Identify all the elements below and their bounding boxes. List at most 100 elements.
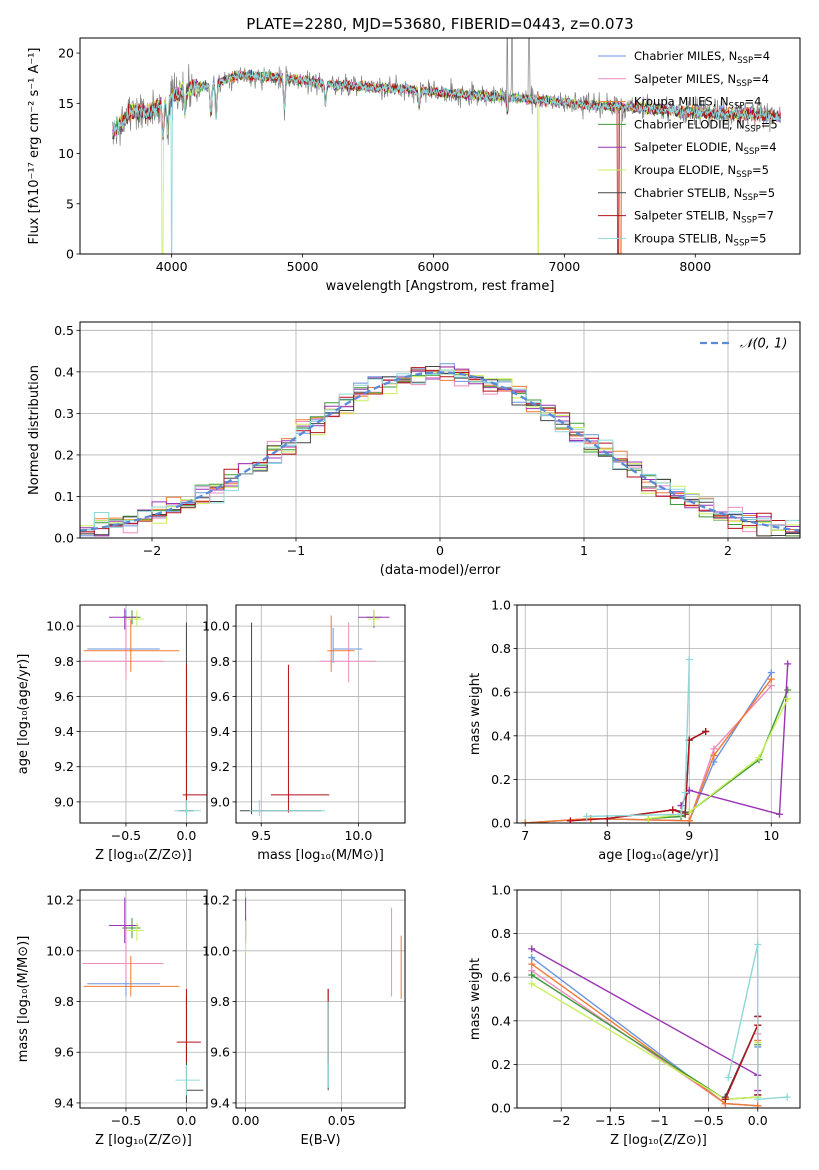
x-tick-label: 8000 <box>679 259 711 274</box>
errorbar-point <box>109 608 139 630</box>
model-spectrum-kroupa-stelib <box>112 69 781 254</box>
weight-marker <box>783 1093 791 1101</box>
mass-vs-Z-grid <box>80 890 207 1108</box>
y-tick-label: 9.4 <box>210 724 230 739</box>
x-tick-label: −0.5 <box>111 1113 141 1128</box>
weight-line-salpeter-miles <box>531 970 759 1107</box>
weight-marker <box>775 810 783 818</box>
y-tick-label: 9.6 <box>210 1045 230 1060</box>
weight-line-chabrier-stelib <box>607 730 707 820</box>
spectrum-ylabel: Flux [fλ10⁻¹⁷ erg cm⁻² s⁻¹ A⁻¹] <box>27 48 42 245</box>
age-vs-mass-panel: 9.5 10.0 9.0 9.2 9.4 9.6 9.8 10.0 mass [log₁₀(M/… <box>202 604 406 863</box>
y-tick-label: 0.1 <box>54 489 74 504</box>
errorbar-point <box>82 925 164 982</box>
mass-vs-ebv-panel: 0.00 0.05 9.4 9.6 9.8 10.0 10.2 E(B-V) <box>202 889 406 1148</box>
legend-entry: Salpeter STELIB, NSSP=7 <box>598 209 774 226</box>
y-tick-label: 10.2 <box>46 893 74 908</box>
weight-marker <box>528 954 536 962</box>
x-tick-label: 0.0 <box>176 1113 196 1128</box>
legend-entry: Chabrier STELIB, NSSP=5 <box>598 186 775 203</box>
weight-marker <box>710 751 718 759</box>
age-vs-Z-grid <box>80 605 207 823</box>
histogram-kroupa-stelib <box>80 369 800 538</box>
x-tick-label: 2 <box>724 543 732 558</box>
x-tick-label: 0 <box>436 543 444 558</box>
weight-marker <box>528 945 536 953</box>
weight-marker <box>754 941 762 948</box>
weight-vs-age-frame <box>516 604 801 824</box>
y-tick-label: 9.2 <box>210 759 230 774</box>
weight-marker <box>721 1095 729 1103</box>
weight-marker <box>784 695 792 703</box>
weight-marker <box>669 806 677 814</box>
residuals-xlabel: (data-model)/error <box>380 563 501 578</box>
legend-entry: Chabrier MILES, NSSP=4 <box>598 49 770 66</box>
weight-marker <box>566 817 574 823</box>
legend-label: Chabrier MILES, NSSP=4 <box>634 49 770 66</box>
y-tick-label: 9.0 <box>210 794 230 809</box>
weight-line-chabrier-elodie <box>648 689 789 820</box>
legend-label: 𝒩(0, 1) <box>740 337 787 352</box>
y-tick-label: 9.6 <box>54 1045 74 1060</box>
x-tick-label: 0.00 <box>232 1113 260 1128</box>
errorbar-point <box>83 955 180 997</box>
errorbar-point <box>87 610 160 672</box>
x-tick-label: 1 <box>580 543 588 558</box>
weight-marker <box>644 815 652 823</box>
x-tick-label: 10 <box>763 828 779 843</box>
legend-entry: Kroupa ELODIE, NSSP=5 <box>598 163 769 180</box>
errorbar-point <box>368 610 380 627</box>
mass-vs-Z-frame <box>79 889 208 1109</box>
weight-line-salpeter-elodie <box>680 663 789 816</box>
errorbar-point <box>174 800 201 816</box>
y-tick-label: 0.4 <box>491 1013 511 1028</box>
weight-vs-Z-xlabel: Z [log₁₀(Z/Z⊙)] <box>610 1133 707 1148</box>
errorbar-point <box>185 993 204 1103</box>
x-tick-label: −1 <box>650 1113 668 1128</box>
y-tick-label: 10 <box>58 146 74 161</box>
x-tick-label: 8 <box>603 828 611 843</box>
spectrum-frame <box>79 37 801 255</box>
weight-line-kroupa-elodie <box>648 698 789 820</box>
weight-marker <box>583 812 591 820</box>
weight-line-kroupa-miles <box>531 963 759 1107</box>
weight-marker <box>528 960 536 968</box>
errorbar-point <box>249 800 326 816</box>
spectrum-plot <box>112 38 781 254</box>
weight-marker <box>528 971 536 979</box>
weight-line-chabrier-miles <box>525 672 772 823</box>
x-tick-label: 7000 <box>548 259 580 274</box>
weight-marker <box>784 686 792 694</box>
y-tick-label: 0.6 <box>491 970 511 985</box>
weight-marker <box>681 788 689 796</box>
age-vs-mass-grid <box>236 605 405 823</box>
x-tick-label: −0.5 <box>111 828 141 843</box>
errorbar-point <box>327 615 355 672</box>
y-tick-label: 1.0 <box>491 598 511 613</box>
x-tick-label: 9 <box>685 828 693 843</box>
x-tick-label: 9.5 <box>251 828 271 843</box>
y-tick-label: 0.8 <box>491 926 511 941</box>
legend-entry: Salpeter MILES, NSSP=4 <box>598 72 769 89</box>
weight-vs-Z-plot <box>528 941 791 1108</box>
y-tick-label: 10.0 <box>202 619 230 634</box>
weight-vs-age-xlabel: age [log₁₀(age/yr)] <box>598 848 719 863</box>
weight-line-salpeter-stelib <box>724 1016 759 1100</box>
weight-vs-age-panel: 7 8 9 10 0.0 0.2 0.4 0.6 0.8 1.0 age [log₁₀(age/yr… <box>468 598 801 863</box>
y-tick-label: 0.0 <box>54 531 74 546</box>
y-tick-label: 9.4 <box>210 1095 230 1110</box>
legend-label: Chabrier ELODIE, NSSP=5 <box>634 117 778 134</box>
weight-marker <box>685 656 693 663</box>
legend-entry: Salpeter ELODIE, NSSP=4 <box>598 140 777 157</box>
legend-entry: Kroupa STELIB, NSSP=5 <box>598 231 766 248</box>
errorbar-point <box>270 664 330 813</box>
weight-marker <box>521 819 529 823</box>
legend-entry: Chabrier ELODIE, NSSP=5 <box>598 117 778 134</box>
y-tick-label: 0.2 <box>54 447 74 462</box>
errorbar-point <box>83 619 180 672</box>
spectrum-panel: 4000 5000 6000 7000 8000 0 5 10 15 20 wavelength [… <box>27 37 801 294</box>
legend-label: Chabrier STELIB, NSSP=5 <box>634 186 775 203</box>
y-tick-label: 10.2 <box>202 893 230 908</box>
y-tick-label: 0.8 <box>491 641 511 656</box>
mass-vs-ebv-plot <box>245 897 402 1091</box>
